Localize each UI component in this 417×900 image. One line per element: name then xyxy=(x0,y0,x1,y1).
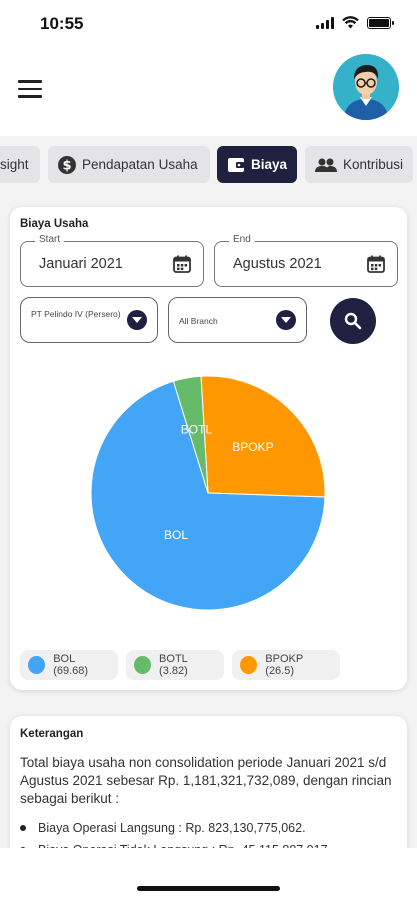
tab-biaya[interactable]: Biaya xyxy=(217,146,297,183)
legend-label: BPOKP (26.5) xyxy=(265,653,303,677)
chevron-down-icon xyxy=(127,310,147,330)
keterangan-text: Total biaya usaha non consolidation peri… xyxy=(20,755,392,806)
end-date-field[interactable]: End Agustus 2021 xyxy=(214,234,398,287)
category-tabs: sight $ Pendapatan Usaha Biaya Kontribus… xyxy=(0,146,417,186)
legend-item-botl: BOTL (3.82) xyxy=(126,650,224,680)
branch-select[interactable]: All Branch xyxy=(168,297,307,343)
list-item: Biaya Operasi Langsung : Rp. 823,130,775… xyxy=(20,817,400,839)
company-select-value: PT Pelindo IV (Persero) xyxy=(31,309,121,319)
end-label: End xyxy=(229,234,255,245)
pie-slice-botl[interactable] xyxy=(172,375,209,494)
avatar[interactable] xyxy=(333,54,399,120)
status-bar: 10:55 xyxy=(0,0,417,46)
search-icon xyxy=(344,312,362,330)
start-value: Januari 2021 xyxy=(39,256,123,272)
tab-label: Kontribusi xyxy=(343,157,404,172)
tab-label: Biaya xyxy=(251,157,288,172)
tab-kontribusi[interactable]: Kontribusi xyxy=(305,146,413,183)
tab-insight[interactable]: sight xyxy=(0,146,40,183)
legend-item-bol: BOL (69.68) xyxy=(20,650,118,680)
signal-icon xyxy=(316,16,334,29)
pie-label-botl: BOTL xyxy=(181,423,213,437)
pie-slice-bol[interactable] xyxy=(90,380,326,611)
chevron-down-icon xyxy=(276,310,296,330)
end-value: Agustus 2021 xyxy=(233,256,322,272)
search-button[interactable] xyxy=(330,298,376,344)
chart-legend: BOL (69.68) BOTL (3.82) BPOKP (26.5) xyxy=(20,650,340,680)
status-time: 10:55 xyxy=(40,14,84,33)
svg-text:$: $ xyxy=(62,158,71,173)
calendar-icon[interactable] xyxy=(173,255,191,273)
company-select[interactable]: PT Pelindo IV (Persero) xyxy=(20,297,158,343)
branch-select-value: All Branch xyxy=(179,316,218,326)
legend-label: BOTL (3.82) xyxy=(159,653,188,677)
pie-label-bpokp: BPOKP xyxy=(232,440,273,454)
legend-dot xyxy=(240,656,258,674)
pie-label-bol: BOL xyxy=(164,528,188,542)
pie-chart: BPOKP BOL BOTL xyxy=(90,375,326,611)
legend-item-bpokp: BPOKP (26.5) xyxy=(232,650,340,680)
calendar-icon[interactable] xyxy=(367,255,385,273)
legend-dot xyxy=(28,656,46,674)
battery-icon xyxy=(367,16,394,29)
keterangan-title: Keterangan xyxy=(20,728,84,740)
wallet-icon xyxy=(227,157,245,173)
start-label: Start xyxy=(35,234,65,245)
wifi-icon xyxy=(342,16,359,29)
tab-label: Pendapatan Usaha xyxy=(82,157,198,172)
list-item-text: Biaya Operasi Langsung : Rp. 823,130,775… xyxy=(38,821,306,835)
people-icon xyxy=(315,157,337,173)
status-icons xyxy=(316,16,394,29)
tab-label: sight xyxy=(0,157,29,172)
hamburger-menu-icon[interactable] xyxy=(18,80,42,98)
app-header xyxy=(0,46,417,136)
legend-dot xyxy=(134,656,152,674)
user-avatar-icon xyxy=(333,54,399,120)
pie-slice-bpokp[interactable] xyxy=(200,375,326,498)
legend-label: BOL (69.68) xyxy=(53,653,89,677)
bottom-area xyxy=(0,848,417,900)
dollar-icon: $ xyxy=(58,155,76,174)
card-title: Biaya Usaha xyxy=(20,218,89,230)
home-indicator[interactable] xyxy=(137,886,280,891)
start-date-field[interactable]: Start Januari 2021 xyxy=(20,234,204,287)
biaya-usaha-card: Biaya Usaha Start Januari 2021 End Agust… xyxy=(10,207,407,690)
tab-pendapatan-usaha[interactable]: $ Pendapatan Usaha xyxy=(48,146,210,183)
